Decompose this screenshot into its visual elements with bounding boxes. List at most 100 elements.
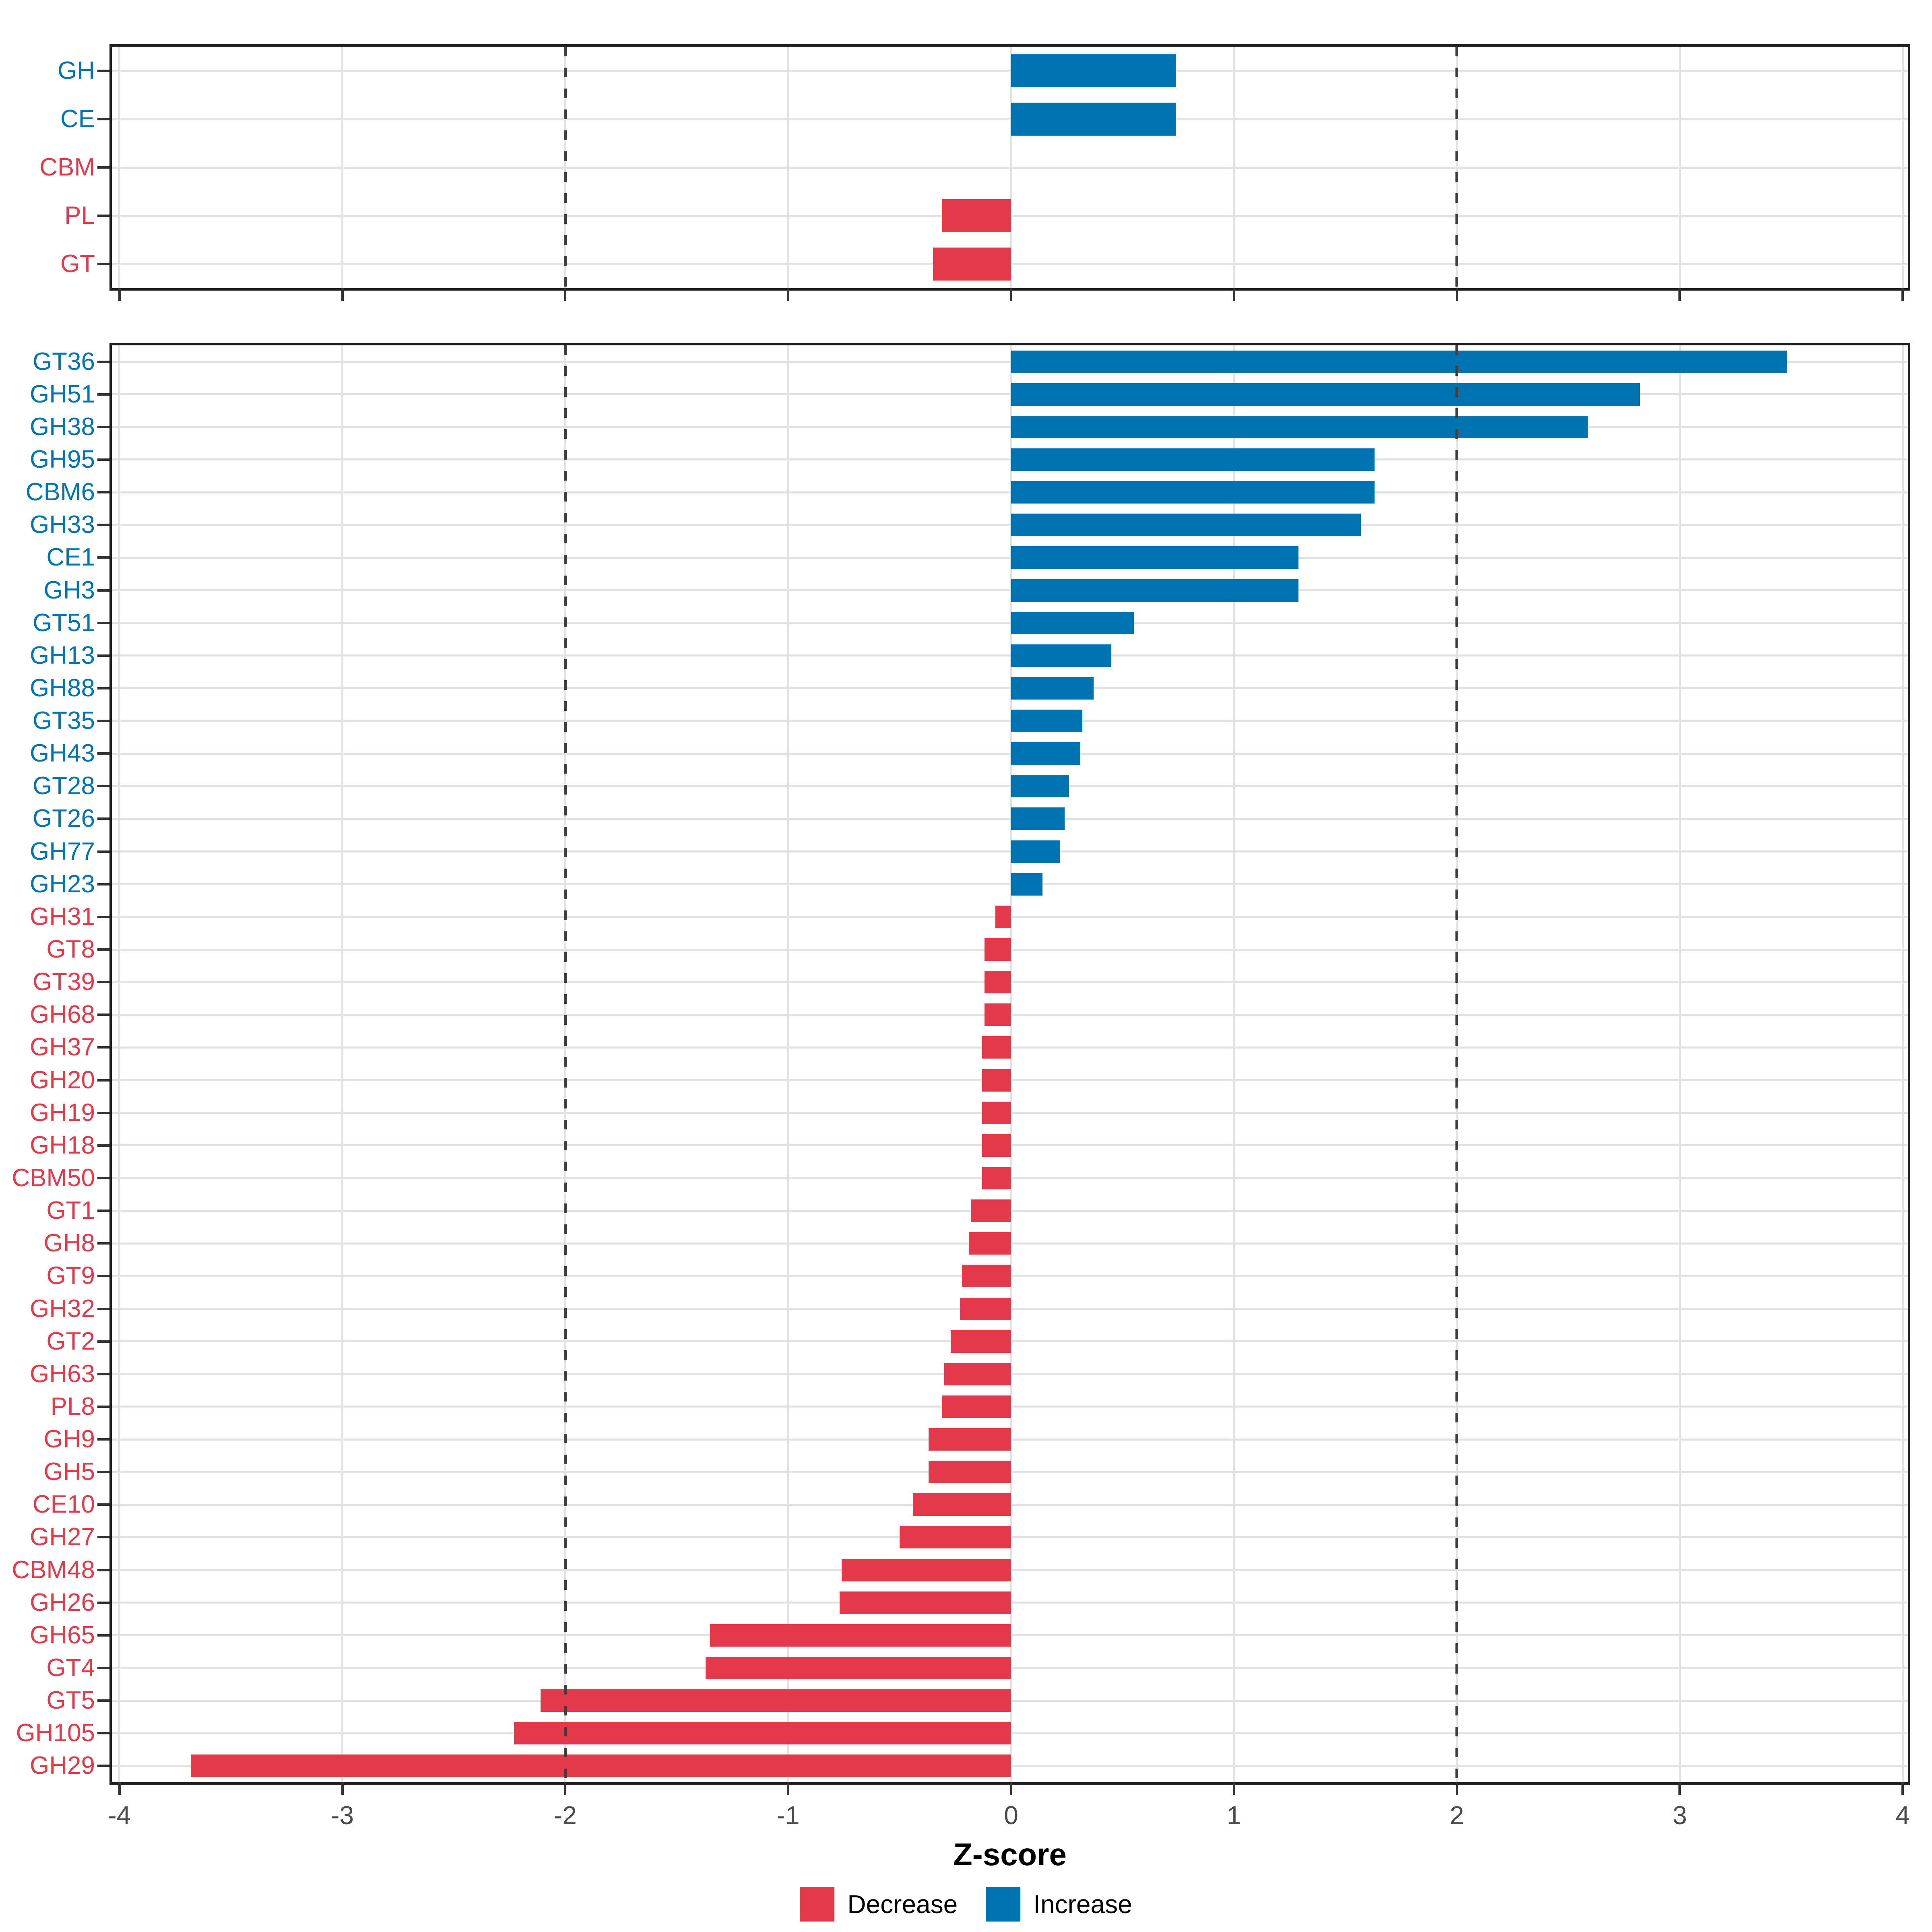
y-label-GH8: GH8 — [43, 1229, 95, 1257]
row-gridline-GH95 — [112, 458, 1908, 461]
y-label-GT1: GT1 — [46, 1197, 95, 1225]
legend-key-decrease-swatch — [800, 1887, 835, 1922]
y-label-GT4: GT4 — [46, 1654, 95, 1682]
bar-GH95 — [1011, 448, 1375, 471]
bar-GH65 — [710, 1624, 1011, 1647]
y-tick-CBM6 — [97, 491, 109, 494]
bar-GH8 — [968, 1232, 1011, 1255]
reference-line--2-panel0 — [564, 47, 567, 288]
y-label-GT: GT — [60, 250, 95, 278]
row-gridline-GH88 — [112, 687, 1908, 689]
x-gridline--4 — [118, 345, 121, 1782]
y-tick-GH77 — [97, 850, 109, 853]
y-tick-GT28 — [97, 785, 109, 788]
y-label-GH68: GH68 — [30, 1001, 95, 1029]
y-label-CBM50: CBM50 — [12, 1164, 95, 1192]
y-tick-GT39 — [97, 981, 109, 984]
y-label-GT51: GT51 — [32, 609, 95, 637]
y-tick-CE10 — [97, 1503, 109, 1506]
y-tick-GT4 — [97, 1667, 109, 1670]
x-tick--1-panel0 — [787, 288, 790, 301]
y-label-GH20: GH20 — [30, 1066, 95, 1094]
legend-label-decrease: Decrease — [847, 1890, 958, 1919]
bar-GT28 — [1011, 775, 1069, 798]
y-tick-CE — [97, 118, 109, 120]
y-label-GH37: GH37 — [30, 1033, 95, 1061]
y-tick-GH63 — [97, 1373, 109, 1375]
x-tick-label--3: -3 — [331, 1801, 354, 1830]
y-label-PL: PL — [64, 202, 95, 229]
bar-GH26 — [839, 1591, 1011, 1614]
bar-CBM50 — [982, 1166, 1011, 1189]
x-tick-label--4: -4 — [108, 1801, 131, 1830]
x-tick-0-panel0 — [1010, 288, 1012, 301]
bar-GH — [1011, 54, 1176, 87]
y-tick-GH26 — [97, 1601, 109, 1604]
y-label-CE1: CE1 — [46, 543, 95, 572]
y-tick-GH31 — [97, 915, 109, 918]
row-gridline-GH3 — [112, 589, 1908, 592]
y-tick-GH51 — [97, 393, 109, 396]
y-tick-GH8 — [97, 1242, 109, 1245]
x-tick--2-panel1 — [564, 1782, 567, 1795]
y-tick-GT51 — [97, 621, 109, 624]
y-tick-GH32 — [97, 1307, 109, 1310]
y-tick-GH19 — [97, 1111, 109, 1114]
y-label-CBM6: CBM6 — [25, 478, 95, 506]
y-tick-GT8 — [97, 948, 109, 951]
row-gridline-GH — [112, 70, 1908, 72]
y-tick-GT — [97, 263, 109, 265]
y-label-GT2: GT2 — [46, 1327, 95, 1355]
bar-GH38 — [1011, 415, 1589, 438]
row-gridline-GT28 — [112, 785, 1908, 787]
x-tick-label-0: 0 — [1004, 1801, 1018, 1830]
y-label-GT5: GT5 — [46, 1686, 95, 1715]
x-tick-label-2: 2 — [1449, 1801, 1464, 1830]
bar-GH63 — [944, 1362, 1011, 1385]
bar-CE — [1011, 103, 1176, 136]
y-tick-GT2 — [97, 1340, 109, 1343]
y-tick-GH68 — [97, 1013, 109, 1016]
x-tick-label-3: 3 — [1672, 1801, 1687, 1830]
y-label-GH9: GH9 — [43, 1425, 95, 1453]
row-gridline-CE1 — [112, 556, 1908, 559]
bar-GT — [933, 248, 1011, 281]
y-tick-GH88 — [97, 687, 109, 689]
bar-GH23 — [1011, 873, 1042, 896]
reference-line-2-panel1 — [1455, 345, 1459, 1782]
y-label-GH29: GH29 — [30, 1752, 95, 1780]
y-label-GT39: GT39 — [32, 968, 95, 996]
x-tick-3-panel0 — [1678, 288, 1681, 301]
y-label-GH3: GH3 — [43, 576, 95, 604]
x-tick-label-1: 1 — [1227, 1801, 1241, 1830]
bar-GT4 — [706, 1657, 1011, 1680]
y-label-CBM48: CBM48 — [12, 1556, 95, 1584]
bar-CBM6 — [1011, 481, 1375, 504]
y-label-CBM: CBM — [39, 153, 95, 181]
y-label-GH23: GH23 — [30, 870, 95, 898]
row-gridline-GT26 — [112, 817, 1908, 820]
row-gridline-GH13 — [112, 654, 1908, 657]
row-gridline-GH51 — [112, 393, 1908, 396]
y-label-GH13: GH13 — [30, 641, 95, 669]
y-tick-PL8 — [97, 1405, 109, 1408]
y-tick-GH33 — [97, 524, 109, 526]
bar-PL — [942, 199, 1011, 232]
y-tick-GH65 — [97, 1634, 109, 1637]
bar-GT5 — [541, 1689, 1011, 1712]
y-label-GH33: GH33 — [30, 511, 95, 539]
reference-line--2-panel1 — [564, 345, 567, 1782]
bar-PL8 — [942, 1395, 1011, 1418]
bar-GT26 — [1011, 807, 1065, 830]
x-gridline-3 — [1678, 345, 1681, 1782]
y-tick-GH3 — [97, 589, 109, 592]
bar-CE10 — [913, 1493, 1011, 1516]
y-label-GH65: GH65 — [30, 1621, 95, 1649]
y-tick-GH18 — [97, 1144, 109, 1147]
x-gridline--3 — [341, 345, 344, 1782]
bar-GT2 — [951, 1330, 1011, 1353]
